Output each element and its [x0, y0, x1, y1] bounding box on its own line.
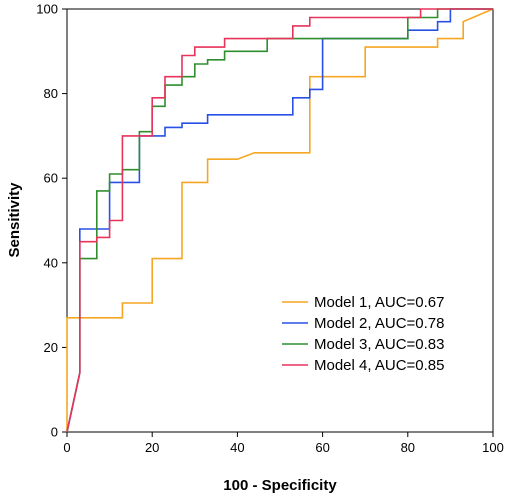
legend-item-model-3: Model 3, AUC=0.83 [282, 336, 445, 353]
x-tick-label: 60 [315, 440, 329, 455]
x-tick-label: 0 [63, 440, 70, 455]
series-line-model-1 [66, 8, 494, 432]
plot-frame [66, 8, 494, 433]
legend-label: Model 3, AUC=0.83 [314, 336, 445, 353]
legend-label: Model 2, AUC=0.78 [314, 315, 445, 332]
legend-label: Model 4, AUC=0.85 [314, 357, 445, 374]
y-tick-label: 20 [44, 340, 58, 355]
legend-item-model-2: Model 2, AUC=0.78 [282, 315, 445, 332]
series-layer [66, 8, 494, 433]
legend: Model 1, AUC=0.67 Model 2, AUC=0.78 Model … [282, 294, 445, 374]
y-tick-label: 80 [44, 86, 58, 101]
x-tick-label: 40 [230, 440, 244, 455]
y-tick-label: 100 [36, 2, 58, 17]
x-tick-label: 80 [401, 440, 415, 455]
series-line-model-4 [66, 8, 493, 433]
y-tick-label: 0 [51, 425, 58, 440]
y-tick-label: 40 [44, 255, 58, 270]
legend-label: Model 1, AUC=0.67 [314, 294, 445, 311]
x-tick-label: 20 [145, 440, 159, 455]
axes: 0 20 40 60 80 100 0 20 40 60 80 100 [36, 2, 504, 456]
legend-item-model-1: Model 1, AUC=0.67 [282, 294, 445, 311]
y-tick-label: 60 [44, 171, 58, 186]
x-axis-title: 100 - Specificity [223, 477, 337, 494]
legend-item-model-4: Model 4, AUC=0.85 [282, 357, 445, 374]
x-tick-label: 100 [482, 440, 504, 455]
y-axis-title: Sensitivity [6, 182, 23, 258]
series-line-model-2 [66, 8, 493, 433]
